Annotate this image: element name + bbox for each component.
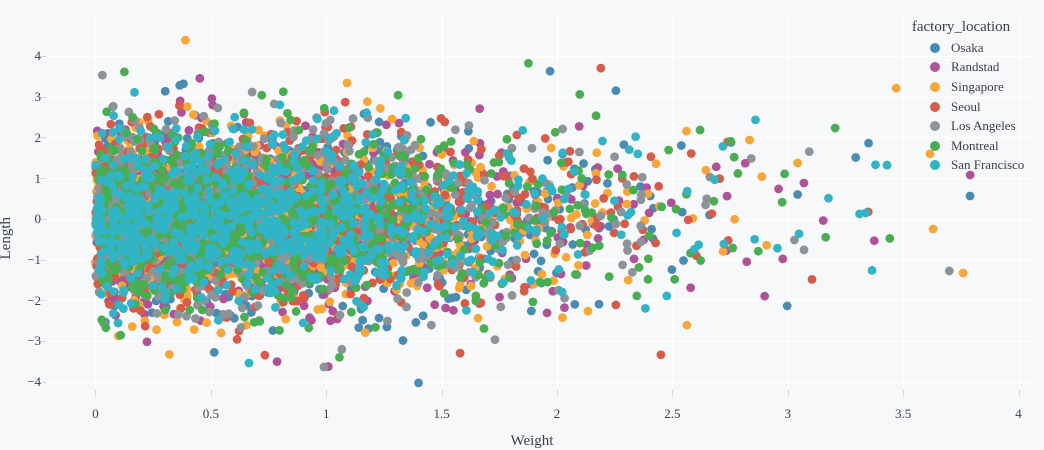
legend-item-san-francisco[interactable]: San Francisco	[930, 156, 1042, 176]
legend-item-label: Osaka	[951, 39, 984, 55]
legend-marker-icon	[930, 140, 940, 151]
legend-item-label: Singapore	[951, 78, 1004, 94]
legend-item-montreal[interactable]: Montreal	[930, 136, 1042, 156]
x-axis-title: Weight	[37, 432, 1027, 450]
legend-item-los-angeles[interactable]: Los Angeles	[930, 116, 1042, 136]
y-tick-label: −2	[27, 292, 41, 308]
x-tick-label: 0.5	[202, 406, 219, 421]
y-tick-label: 1	[34, 170, 42, 186]
legend-marker-icon	[930, 81, 940, 92]
x-tick-label: 4	[1015, 406, 1022, 421]
x-tick-label: 2	[553, 406, 561, 421]
y-tick-label: −1	[27, 252, 41, 268]
x-tick-label: 3	[784, 406, 792, 421]
y-tick-label: 2	[34, 129, 42, 145]
legend-item-randstad[interactable]: Randstad	[930, 58, 1042, 78]
legend-title: factory_location	[911, 19, 1011, 35]
legend: factory_location Osaka Randstad Singapore S…	[904, 17, 1042, 175]
legend-item-label: Montreal	[951, 137, 999, 153]
legend-item-osaka[interactable]: Osaka	[930, 38, 1042, 58]
x-tick-label: 3.5	[895, 406, 912, 421]
y-tick-label: −3	[27, 333, 41, 349]
x-tick-label: 1	[322, 406, 330, 421]
y-tick-label: 3	[34, 89, 42, 105]
y-tick-label: 0	[34, 211, 42, 227]
legend-item-label: Randstad	[951, 59, 1000, 75]
legend-marker-icon	[930, 62, 940, 73]
x-tick-label: 1.5	[433, 406, 450, 421]
legend-item-seoul[interactable]: Seoul	[930, 97, 1042, 117]
y-tick-label: 4	[34, 48, 42, 64]
x-tick-label: 2.5	[664, 406, 681, 421]
legend-items: Osaka Randstad Singapore Seoul Los Angeles Mo…	[904, 38, 1042, 175]
x-axis-title-text: Weight	[510, 433, 554, 449]
legend-item-label: San Francisco	[951, 157, 1025, 173]
y-tick-label: −4	[27, 374, 41, 390]
legend-item-label: Seoul	[951, 98, 981, 114]
legend-marker-icon	[930, 121, 940, 132]
x-tick-label: 0	[92, 406, 99, 421]
legend-item-label: Los Angeles	[951, 118, 1016, 134]
legend-marker-icon	[930, 42, 940, 53]
legend-item-singapore[interactable]: Singapore	[930, 77, 1042, 97]
legend-marker-icon	[930, 160, 940, 171]
legend-marker-icon	[930, 101, 940, 112]
